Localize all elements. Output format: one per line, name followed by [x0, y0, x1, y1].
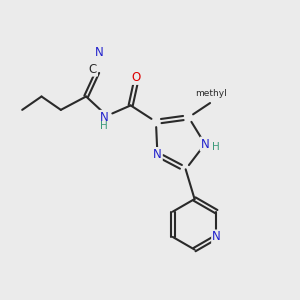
Text: N: N	[212, 230, 221, 243]
Text: N: N	[153, 148, 162, 161]
Text: O: O	[131, 71, 141, 84]
Text: N: N	[201, 138, 209, 151]
Text: N: N	[100, 111, 108, 124]
Text: methyl: methyl	[195, 89, 226, 98]
Text: N: N	[94, 46, 103, 59]
Text: H: H	[100, 121, 108, 131]
Text: C: C	[89, 63, 97, 76]
Text: H: H	[212, 142, 220, 152]
